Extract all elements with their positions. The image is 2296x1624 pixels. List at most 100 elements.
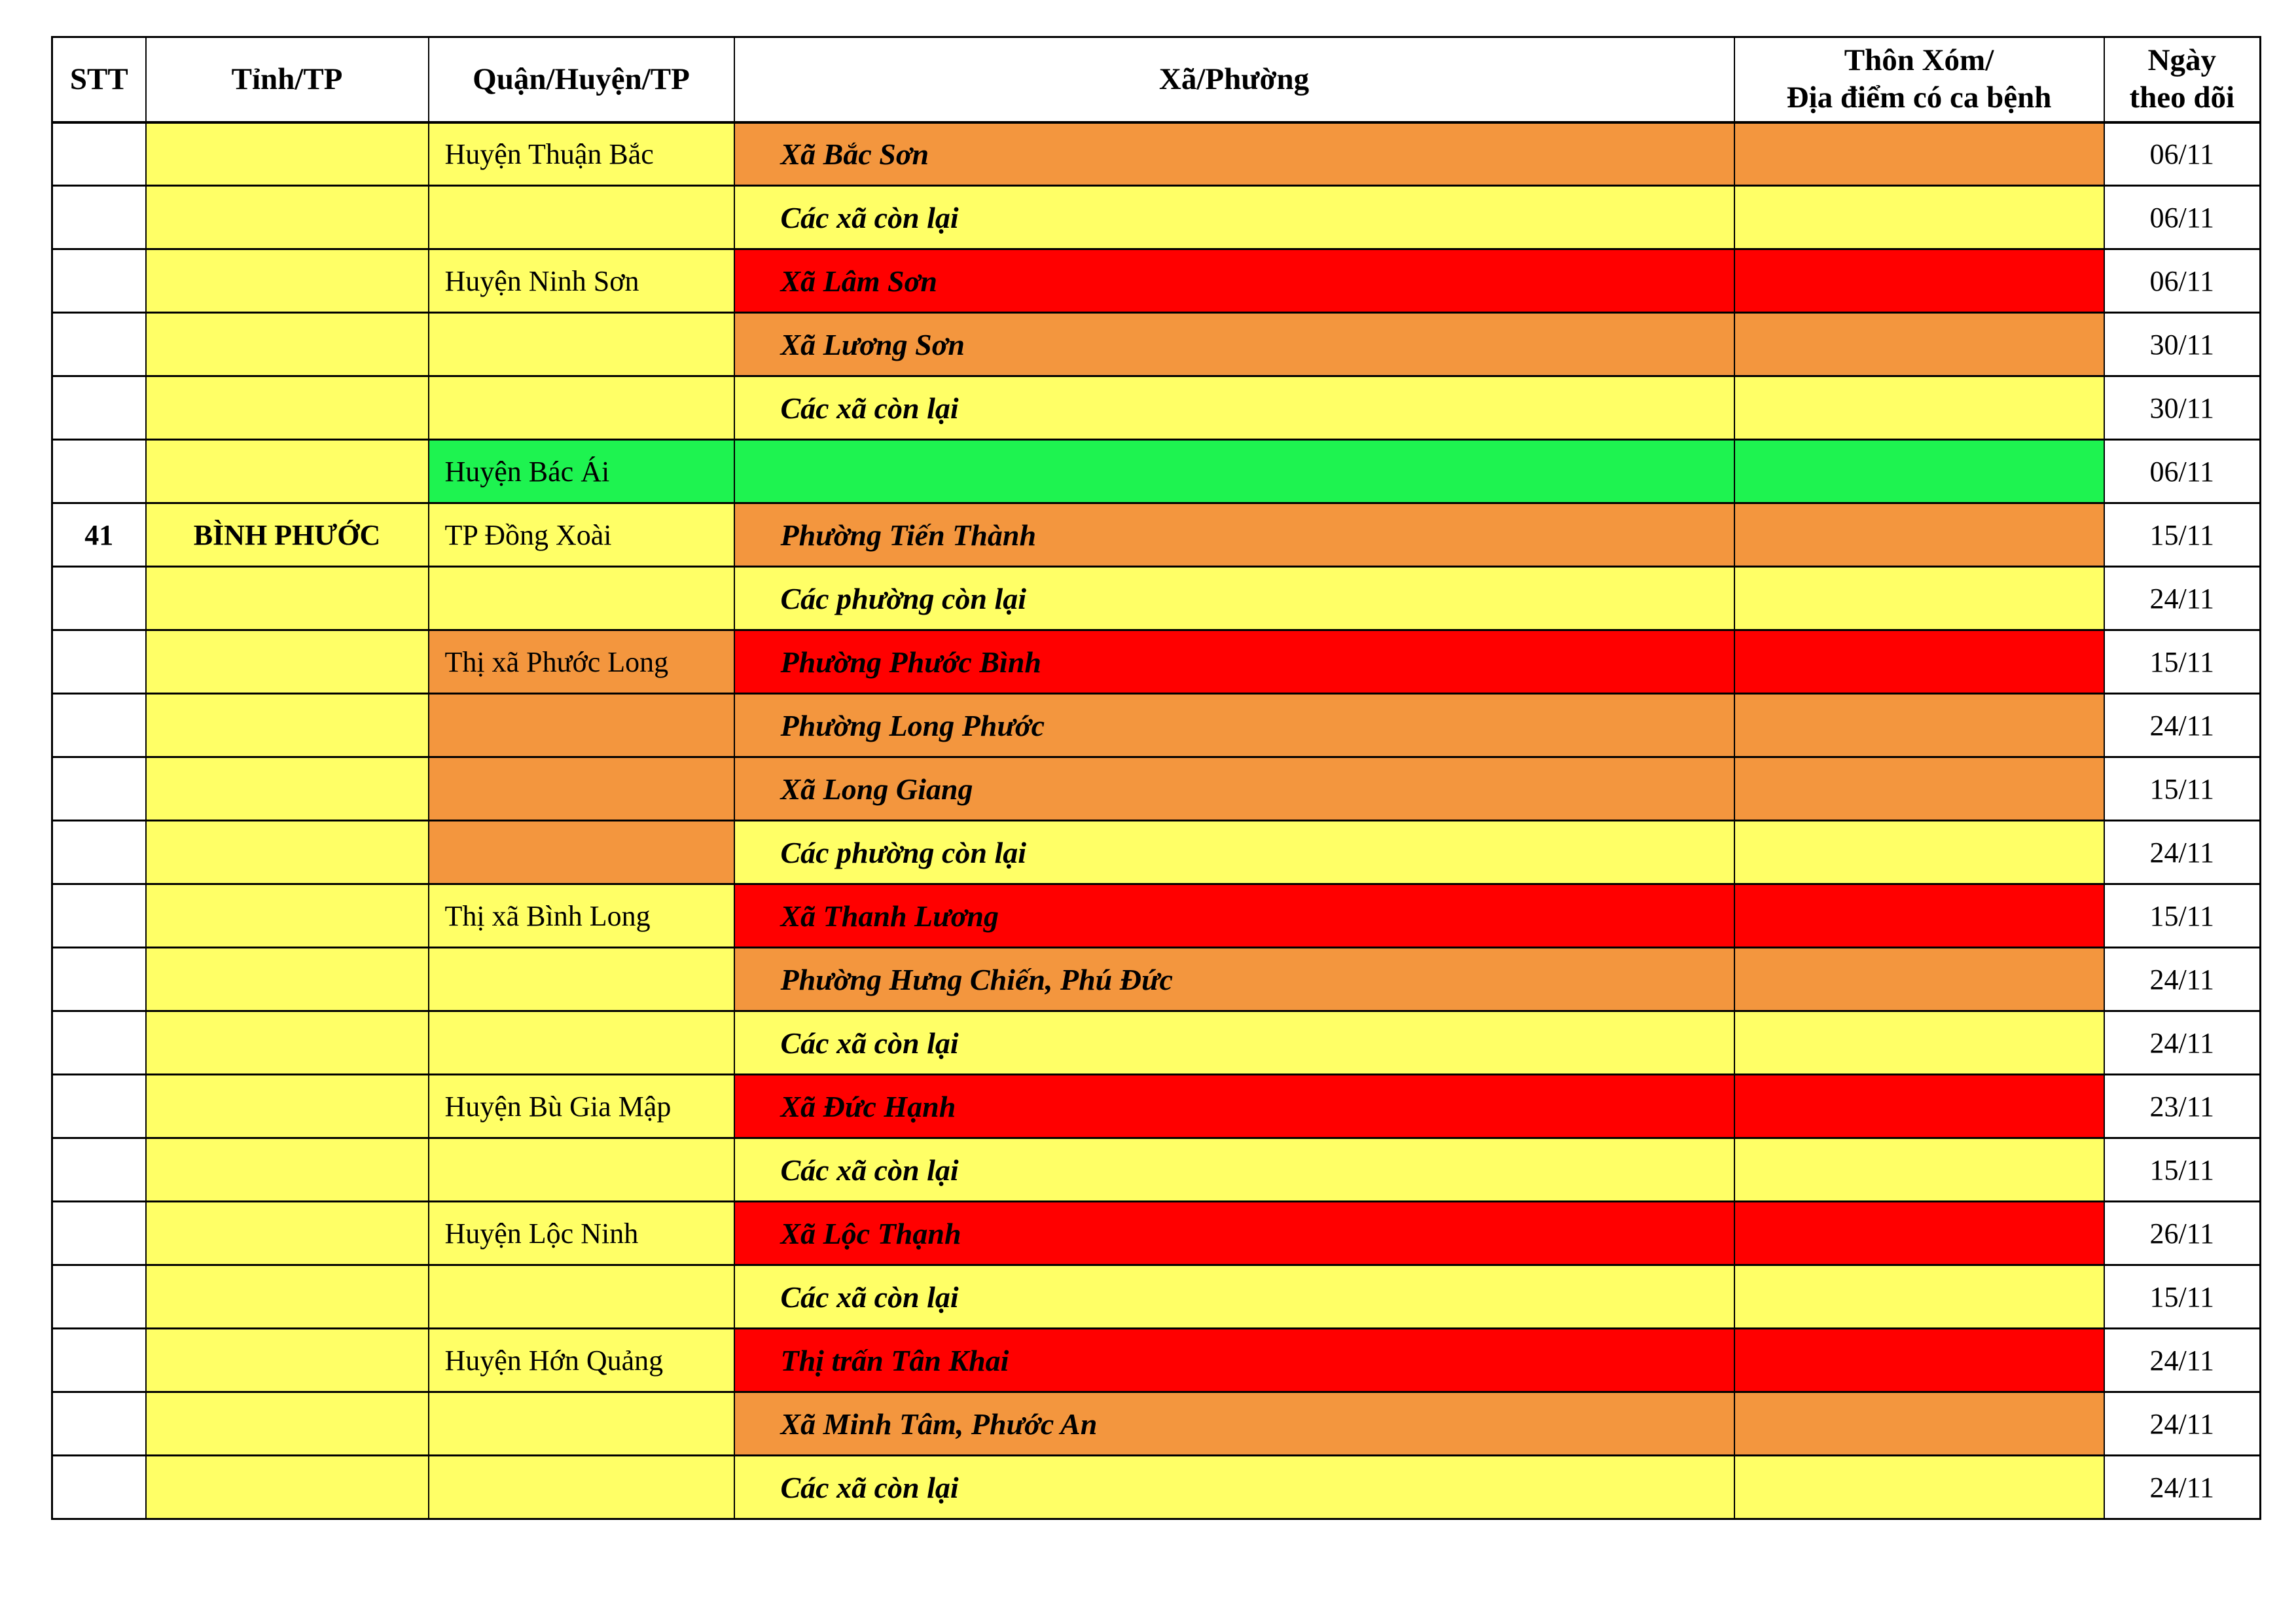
- district-cell: [427, 375, 735, 441]
- district-cell: [427, 756, 735, 821]
- header-ward: Xã/Phường: [733, 36, 1735, 124]
- ward-cell: Các phường còn lại: [733, 820, 1735, 885]
- table-row: Xã Lương Sơn 30/11: [51, 312, 2261, 377]
- stt-cell: [51, 883, 147, 948]
- stt-cell: [51, 1200, 147, 1266]
- table-row: Huyện Ninh Sơn Xã Lâm Sơn 06/11: [51, 248, 2261, 314]
- date-cell: 23/11: [2103, 1074, 2261, 1139]
- stt-cell: [51, 566, 147, 631]
- district-cell: [427, 947, 735, 1012]
- table-row: Các phường còn lại 24/11: [51, 820, 2261, 885]
- province-cell: [145, 121, 429, 187]
- date-cell: 30/11: [2103, 375, 2261, 441]
- district-cell: [427, 693, 735, 758]
- date-cell: 24/11: [2103, 1391, 2261, 1456]
- hamlet-cell: [1733, 693, 2105, 758]
- hamlet-cell: [1733, 1327, 2105, 1393]
- ward-cell: Xã Lộc Thạnh: [733, 1200, 1735, 1266]
- stt-cell: [51, 1264, 147, 1329]
- date-cell: 26/11: [2103, 1200, 2261, 1266]
- covid-risk-table: STT Tỉnh/TP Quận/Huyện/TP Xã/Phường Thôn…: [51, 36, 2261, 1520]
- table-header: STT Tỉnh/TP Quận/Huyện/TP Xã/Phường Thôn…: [51, 36, 2261, 124]
- ward-cell: Phường Hưng Chiến, Phú Đức: [733, 947, 1735, 1012]
- stt-cell: [51, 947, 147, 1012]
- ward-cell: Phường Long Phước: [733, 693, 1735, 758]
- province-cell: [145, 248, 429, 314]
- date-cell: 24/11: [2103, 693, 2261, 758]
- ward-cell: Xã Lương Sơn: [733, 312, 1735, 377]
- stt-cell: [51, 185, 147, 250]
- hamlet-cell: [1733, 629, 2105, 695]
- hamlet-cell: [1733, 1391, 2105, 1456]
- header-hamlet-line2: Địa điểm có ca bệnh: [1786, 81, 2052, 115]
- province-cell: [145, 1391, 429, 1456]
- table-row: Các xã còn lại 15/11: [51, 1137, 2261, 1202]
- hamlet-cell: [1733, 1137, 2105, 1202]
- district-cell: [427, 1264, 735, 1329]
- table-row: Huyện Thuận Bắc Xã Bắc Sơn 06/11: [51, 121, 2261, 187]
- ward-cell: Xã Thanh Lương: [733, 883, 1735, 948]
- hamlet-cell: [1733, 1200, 2105, 1266]
- district-cell: Huyện Bác Ái: [427, 439, 735, 504]
- ward-cell: Phường Phước Bình: [733, 629, 1735, 695]
- stt-cell: [51, 439, 147, 504]
- date-cell: 24/11: [2103, 820, 2261, 885]
- header-hamlet-line1: Thôn Xóm/: [1844, 43, 1994, 77]
- header-date-line2: theo dõi: [2129, 81, 2235, 115]
- district-cell: [427, 1454, 735, 1520]
- province-cell: [145, 1327, 429, 1393]
- district-cell: Thị xã Bình Long: [427, 883, 735, 948]
- district-cell: [427, 1391, 735, 1456]
- ward-cell: Các xã còn lại: [733, 185, 1735, 250]
- ward-cell: [733, 439, 1735, 504]
- province-cell: [145, 756, 429, 821]
- table-row: Huyện Bù Gia Mập Xã Đức Hạnh 23/11: [51, 1074, 2261, 1139]
- table-row: Thị xã Phước Long Phường Phước Bình 15/11: [51, 629, 2261, 695]
- district-cell: Thị xã Phước Long: [427, 629, 735, 695]
- date-cell: 30/11: [2103, 312, 2261, 377]
- table-row: Phường Long Phước 24/11: [51, 693, 2261, 758]
- table-row: Huyện Hớn Quảng Thị trấn Tân Khai 24/11: [51, 1327, 2261, 1393]
- province-cell: [145, 439, 429, 504]
- table-row: Thị xã Bình Long Xã Thanh Lương 15/11: [51, 883, 2261, 948]
- table-row: Các xã còn lại 15/11: [51, 1264, 2261, 1329]
- province-cell: [145, 629, 429, 695]
- stt-cell: [51, 375, 147, 441]
- district-cell: Huyện Hớn Quảng: [427, 1327, 735, 1393]
- district-cell: Huyện Bù Gia Mập: [427, 1074, 735, 1139]
- table-row: Các xã còn lại 24/11: [51, 1010, 2261, 1075]
- table-row: Xã Minh Tâm, Phước An 24/11: [51, 1391, 2261, 1456]
- province-cell: [145, 1264, 429, 1329]
- date-cell: 24/11: [2103, 1327, 2261, 1393]
- hamlet-cell: [1733, 1074, 2105, 1139]
- table-row: 41 BÌNH PHƯỚC TP Đồng Xoài Phường Tiến Thàn…: [51, 502, 2261, 568]
- stt-cell: [51, 756, 147, 821]
- table-body: Huyện Thuận Bắc Xã Bắc Sơn 06/11 Các xã còn…: [51, 121, 2261, 1520]
- ward-cell: Phường Tiến Thành: [733, 502, 1735, 568]
- table-row: Các xã còn lại 24/11: [51, 1454, 2261, 1520]
- stt-cell: [51, 1454, 147, 1520]
- header-stt: STT: [51, 36, 147, 124]
- stt-cell: 41: [51, 502, 147, 568]
- hamlet-cell: [1733, 1010, 2105, 1075]
- stt-cell: [51, 1137, 147, 1202]
- stt-cell: [51, 312, 147, 377]
- header-hamlet: Thôn Xóm/ Địa điểm có ca bệnh: [1733, 36, 2105, 124]
- date-cell: 24/11: [2103, 566, 2261, 631]
- province-cell: [145, 1454, 429, 1520]
- province-cell: [145, 883, 429, 948]
- hamlet-cell: [1733, 502, 2105, 568]
- stt-cell: [51, 121, 147, 187]
- date-cell: 15/11: [2103, 1137, 2261, 1202]
- hamlet-cell: [1733, 248, 2105, 314]
- date-cell: 24/11: [2103, 1454, 2261, 1520]
- date-cell: 15/11: [2103, 502, 2261, 568]
- hamlet-cell: [1733, 820, 2105, 885]
- date-cell: 06/11: [2103, 121, 2261, 187]
- district-cell: [427, 820, 735, 885]
- hamlet-cell: [1733, 312, 2105, 377]
- stt-cell: [51, 1391, 147, 1456]
- stt-cell: [51, 693, 147, 758]
- province-cell: [145, 947, 429, 1012]
